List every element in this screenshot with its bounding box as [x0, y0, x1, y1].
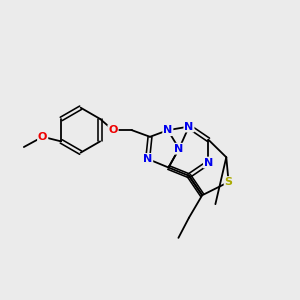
Text: N: N [163, 125, 172, 135]
Text: N: N [184, 122, 194, 131]
Text: N: N [174, 144, 184, 154]
Text: S: S [225, 177, 232, 187]
Text: N: N [143, 154, 152, 164]
Text: N: N [204, 158, 213, 167]
Text: O: O [108, 125, 118, 135]
Text: O: O [38, 132, 47, 142]
